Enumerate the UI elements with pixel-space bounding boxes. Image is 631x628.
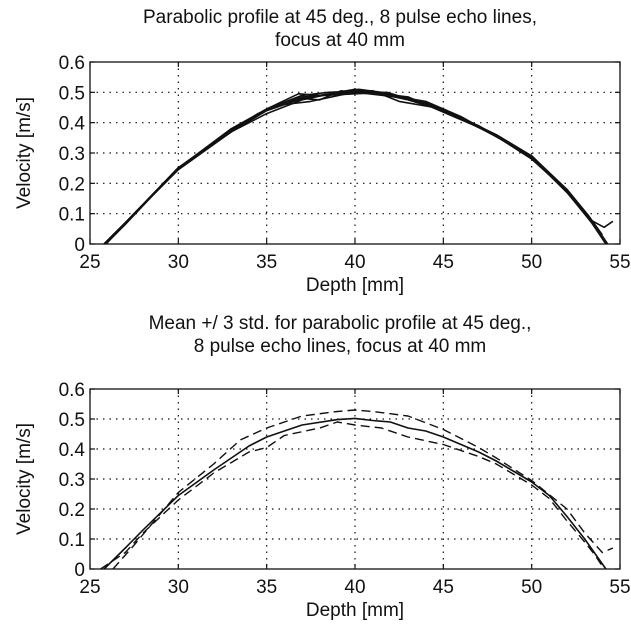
chart-title-line-2: 8 pulse echo lines, focus at 40 mm [193,336,487,357]
x-tick-label: 30 [168,252,189,273]
chart-panel-bottom: Mean +/ 3 std. for parabolic profile at … [0,310,631,628]
x-tick-label: 40 [344,252,365,273]
y-tick-label: 0.1 [59,530,85,551]
line-chart-top: 25 30 35 40 45 50 55 0 0.1 0.2 0.3 0.4 0.5 0.6 Depth [… [14,53,631,296]
series-line [103,417,607,570]
series-line [105,91,609,245]
x-tick-label: 55 [609,252,630,273]
y-axis-label: Velocity [m/s] [14,423,35,535]
y-tick-label: 0 [74,560,85,581]
chart-title: Parabolic profile at 45 deg., 8 pulse ec… [60,6,620,52]
x-tick-label: 35 [256,577,277,598]
x-tick-label: 50 [521,252,542,273]
y-tick-label: 0.2 [59,500,85,521]
y-tick-label: 0.5 [59,410,85,431]
chart-title-line-1: Parabolic profile at 45 deg., 8 pulse ec… [143,7,537,28]
x-tick-label: 25 [79,577,100,598]
y-tick-label: 0.2 [59,174,85,195]
x-tick-label: 45 [433,252,454,273]
grid [90,389,620,569]
y-tick-label: 0.3 [59,144,85,165]
y-tick-label: 0.6 [59,53,85,74]
x-axis-label: Depth [mm] [306,600,404,621]
y-tick-label: 0.1 [59,205,85,226]
chart-panel-top: Parabolic profile at 45 deg., 8 pulse ec… [0,0,631,310]
y-tick-label: 0.4 [59,440,86,461]
x-axis-label: Depth [mm] [306,275,404,296]
series-line [112,409,614,570]
grid [90,62,620,244]
x-tick-label: 45 [433,577,454,598]
y-tick-label: 0.5 [59,83,85,104]
x-tick-label: 35 [256,252,277,273]
y-tick-label: 0 [74,235,85,256]
chart-title: Mean +/ 3 std. for parabolic profile at … [60,312,620,358]
line-chart-bottom: 25 30 35 40 45 50 55 0 0.1 0.2 0.3 0.4 0.5 0.6 Depth [… [14,380,631,621]
x-tick-label: 30 [168,577,189,598]
chart-title-line-2: focus at 40 mm [275,30,405,51]
x-tick-label: 25 [79,252,100,273]
x-tick-label: 55 [609,577,630,598]
x-tick-label: 50 [521,577,542,598]
y-axis-label: Velocity [m/s] [14,97,35,209]
series-line [100,421,605,570]
chart-title-line-1: Mean +/ 3 std. for parabolic profile at … [148,313,532,334]
y-tick-label: 0.6 [59,380,85,401]
y-tick-label: 0.4 [59,114,86,135]
x-tick-label: 40 [344,577,365,598]
y-tick-label: 0.3 [59,470,85,491]
